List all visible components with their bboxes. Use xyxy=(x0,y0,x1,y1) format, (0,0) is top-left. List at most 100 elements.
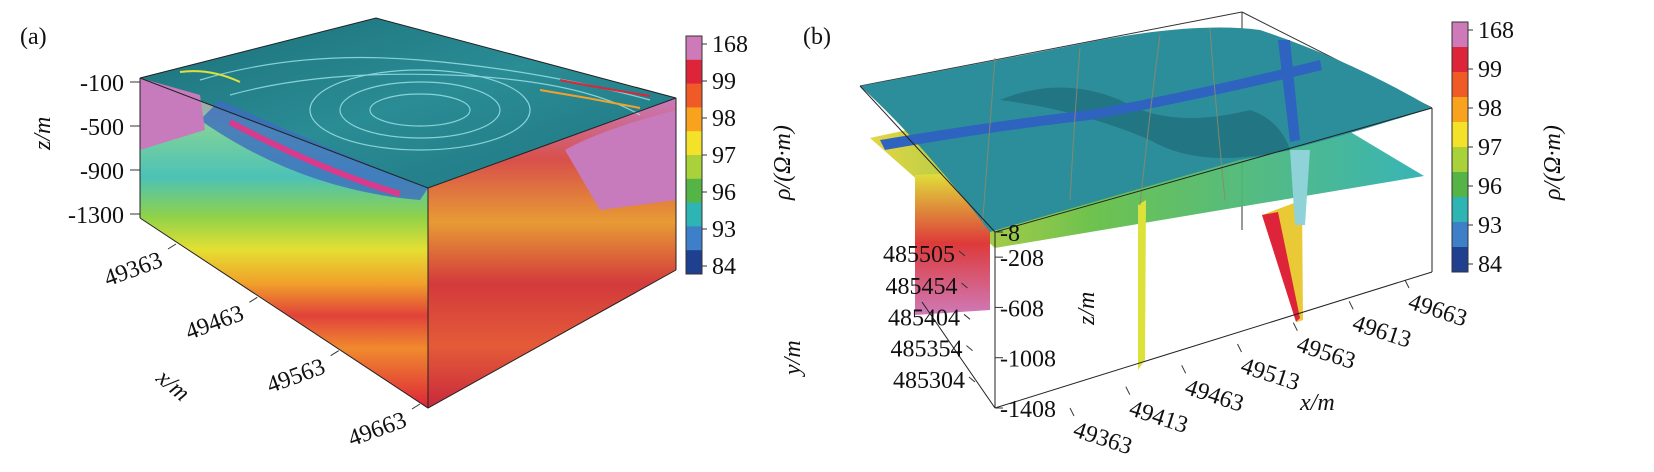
colorbar-tick-label: 93 xyxy=(1478,213,1502,239)
fence-right-hot xyxy=(1262,212,1300,322)
colorbar-swatch xyxy=(686,36,702,61)
colorbar-swatch xyxy=(1452,147,1468,173)
colorbar-label-a: ρ/(Ω·m) xyxy=(770,125,796,201)
colorbar-tick-label: 99 xyxy=(1478,57,1502,83)
panel-label-a: (a) xyxy=(20,24,47,50)
z-axis-label-b: z/m xyxy=(1074,292,1100,326)
y-tick-label: 485404 xyxy=(888,305,960,331)
z-tick-label: -100 xyxy=(80,71,124,97)
colorbar-tick-label: 99 xyxy=(712,69,736,95)
x-tick-label: 49363 xyxy=(1070,417,1135,460)
y-tick-label: 485354 xyxy=(891,337,963,363)
x-tick xyxy=(1292,322,1298,331)
x-tick xyxy=(1237,343,1242,353)
colorbar-tick-label: 84 xyxy=(1478,252,1502,278)
right-shoulder xyxy=(565,110,676,210)
colorbar-swatch xyxy=(686,107,702,132)
colorbar-tick-label: 97 xyxy=(1478,135,1502,161)
panel-b: (b) xyxy=(780,11,1566,460)
z-tick-label: -1408 xyxy=(1000,397,1056,423)
basin-shape xyxy=(200,100,428,200)
x-tick-label: 49563 xyxy=(263,354,328,399)
x-tick xyxy=(330,350,339,357)
z-tick-label: -8 xyxy=(1000,221,1020,247)
z-axis-ticks-b: -8-208 -608 -1008 -1408 xyxy=(995,221,1056,423)
y-tick xyxy=(958,250,966,257)
z-tick-label: -1300 xyxy=(68,203,124,229)
z-axis-ticks-a: -100 -500 -900 -1300 xyxy=(68,71,140,229)
y-tick xyxy=(963,313,971,320)
x-tick-label: 49413 xyxy=(1126,396,1191,439)
colorbar-swatch xyxy=(686,155,702,180)
y-tick-label: 485304 xyxy=(893,368,965,394)
channel xyxy=(880,60,1322,150)
x-tick xyxy=(1348,301,1354,310)
basin-hotline xyxy=(228,119,401,197)
colorbar-swatch xyxy=(1452,222,1468,248)
left-shoulder xyxy=(140,78,205,150)
colorbar-swatch xyxy=(686,59,702,85)
x-tick xyxy=(411,403,421,410)
top-contours-colored xyxy=(179,70,651,109)
colorbar-swatch xyxy=(686,250,702,275)
x-tick-label: 49363 xyxy=(101,247,166,292)
x-tick xyxy=(249,296,258,303)
y-tick-label: 485454 xyxy=(886,274,958,300)
colorbar-tick-label: 96 xyxy=(1478,174,1502,200)
x-tick xyxy=(1069,407,1075,417)
colorbar-swatch xyxy=(1452,172,1468,198)
x-axis-label-a: x/m xyxy=(150,364,194,407)
x-tick xyxy=(1404,279,1410,289)
colorbar-tick-label: 96 xyxy=(712,180,736,206)
fence-mid xyxy=(1138,200,1146,370)
z-tick-label: -1008 xyxy=(1000,347,1056,373)
y-tick xyxy=(966,345,973,352)
x-tick-label: 49513 xyxy=(1238,353,1303,396)
y-tick xyxy=(961,282,968,289)
x-axis-label-b: x/m xyxy=(1299,390,1335,416)
x-tick-label: 49563 xyxy=(1293,332,1358,375)
colorbar-swatch xyxy=(686,83,702,108)
colorbar-swatch xyxy=(686,131,702,156)
fence-far xyxy=(1290,150,1310,225)
x-tick-label: 49463 xyxy=(1182,374,1247,417)
box-edges-a xyxy=(139,17,677,409)
colorbar-swatch xyxy=(1452,122,1468,148)
z-tick-label: -608 xyxy=(1000,296,1044,322)
x-tick-label: 49613 xyxy=(1349,310,1414,353)
colorbar-swatch xyxy=(1452,247,1468,273)
colorbar-tick-label: 168 xyxy=(1478,18,1514,44)
colorbar-tick-label: 98 xyxy=(712,106,736,132)
block-top-face xyxy=(140,18,676,188)
x-tick-label: 49463 xyxy=(182,301,247,346)
colorbar-tick-label: 168 xyxy=(712,32,748,58)
survey-lines xyxy=(981,27,1226,231)
z-axis-label-a: z/m xyxy=(30,117,56,151)
panel-label-b: (b) xyxy=(803,24,831,50)
x-tick-label: 49663 xyxy=(1405,289,1470,332)
colorbar-swatch xyxy=(1452,97,1468,123)
colorbar-tick-label: 84 xyxy=(712,254,736,280)
x-tick xyxy=(167,243,177,250)
y-tick-label: 485505 xyxy=(883,242,955,268)
y-tick xyxy=(968,376,976,383)
colorbar-tick-label: 97 xyxy=(712,143,736,169)
top-surface-shade xyxy=(1000,87,1290,158)
colorbar-tick-label: 93 xyxy=(712,217,736,243)
z-tick-label: -208 xyxy=(1000,246,1044,272)
colorbar-tick-label: 98 xyxy=(1478,96,1502,122)
colorbar-swatch xyxy=(1452,47,1468,73)
colorbar-swatch xyxy=(686,202,702,227)
y-axis-label-b: y/m xyxy=(780,340,806,377)
colorbar-swatch xyxy=(1452,22,1468,48)
channel-cross xyxy=(1278,40,1300,142)
colorbar-swatch xyxy=(686,226,702,251)
x-tick xyxy=(1125,386,1131,395)
y-axis-ticks-b: 485505 485454 485404 485354 485304 xyxy=(883,242,976,394)
colorbar-swatch xyxy=(686,178,702,204)
x-tick xyxy=(1181,365,1187,374)
colorbar-a: 168 99 98 97 96 93 84 xyxy=(685,32,748,280)
z-tick-label: -500 xyxy=(80,115,124,141)
